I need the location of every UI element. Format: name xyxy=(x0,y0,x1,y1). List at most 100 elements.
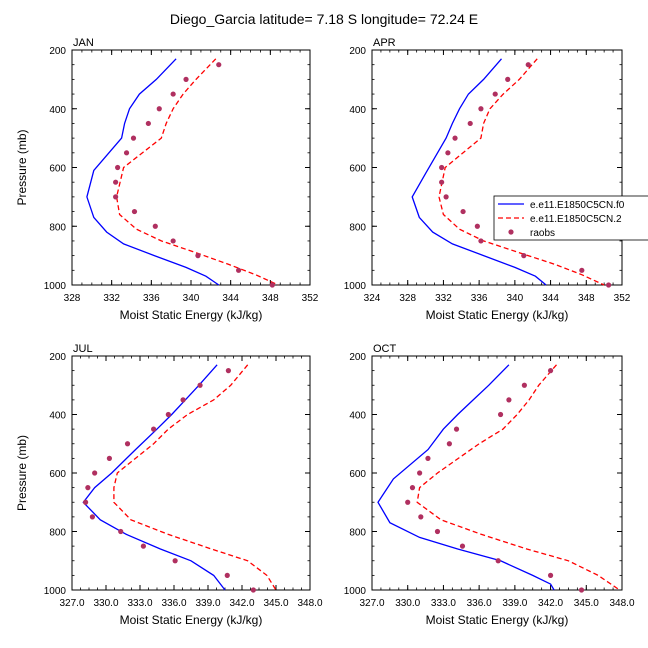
data-point xyxy=(460,208,466,215)
data-point xyxy=(131,208,138,215)
legend: e.e11.E1850C5CN.f0 e.e11.E1850C5CN.2 raobs xyxy=(493,195,648,241)
data-point xyxy=(145,120,151,127)
legend-label: raobs xyxy=(530,228,555,239)
data-point xyxy=(439,179,445,185)
x-tick-label: 348 xyxy=(578,293,595,304)
x-axis: 328 332 336 340 344 348 352 Moist Static Energy… xyxy=(64,50,319,322)
data-point xyxy=(521,253,527,259)
data-point xyxy=(505,76,511,82)
y-tick-label: 400 xyxy=(349,105,366,116)
panel-title: APR xyxy=(373,37,396,49)
series-e-e11-e1850c5cn-2 xyxy=(416,364,620,591)
series-e-e11-e1850c5cn-f0 xyxy=(86,58,220,286)
data-point xyxy=(495,558,501,564)
y-tick-label: 800 xyxy=(49,222,66,233)
y-axis-label: Pressure (mb) xyxy=(15,129,29,205)
series-raobs xyxy=(83,368,256,593)
data-point xyxy=(83,499,89,505)
panel-jan: JAN 328 332 336 340 344 348 352 Moist Static Ene… xyxy=(15,37,319,322)
data-point xyxy=(478,106,484,112)
panel-apr: APR 324 328 332 336 340 344 348 352 Moist Static … xyxy=(344,37,631,322)
x-tick-label: 336 xyxy=(471,293,488,304)
legend-marker xyxy=(508,229,514,235)
x-tick-label: 348.0 xyxy=(609,598,634,609)
x-tick-label: 330.0 xyxy=(395,598,420,609)
series-raobs xyxy=(405,368,585,593)
data-point xyxy=(113,194,119,200)
series-line xyxy=(438,58,605,286)
panel-oct: OCT 327.0 330.0 333.0 336.0 339.0 342.0 345.0 34… xyxy=(344,343,635,627)
x-tick-label: 339.0 xyxy=(502,598,527,609)
data-point xyxy=(236,267,242,273)
data-point xyxy=(521,382,527,388)
data-point xyxy=(492,91,498,97)
data-point xyxy=(439,164,445,171)
data-point xyxy=(124,441,131,447)
series-line xyxy=(416,364,620,591)
x-tick-label: 336.0 xyxy=(161,598,186,609)
y-tick-label: 1000 xyxy=(44,586,67,597)
series-raobs xyxy=(439,62,612,288)
legend-label: e.e11.E1850C5CN.f0 xyxy=(530,200,625,211)
x-axis: 327.0 330.0 333.0 336.0 339.0 342.0 345.0 348.0… xyxy=(359,356,635,627)
panels: JAN 328 332 336 340 344 348 352 Moist Static Ene… xyxy=(15,37,635,627)
data-point xyxy=(467,120,473,127)
data-point xyxy=(197,382,203,388)
data-point xyxy=(269,282,275,288)
data-point xyxy=(151,426,157,432)
panel-jul: JUL 327.0 330.0 333.0 336.0 339.0 342.0 345.0 34… xyxy=(15,343,323,627)
x-tick-label: 332 xyxy=(435,293,452,304)
data-point xyxy=(445,150,451,156)
y-tick-label: 800 xyxy=(49,528,66,539)
y-axis-label: Pressure (mb) xyxy=(15,435,29,511)
series-e-e11-e1850c5cn-f0 xyxy=(82,364,226,591)
data-point xyxy=(425,455,431,461)
data-point xyxy=(123,150,130,156)
data-point xyxy=(216,62,222,68)
data-point xyxy=(92,470,98,476)
data-point xyxy=(405,499,411,505)
data-point xyxy=(156,106,162,112)
legend-entry: e.e11.E1850C5CN.2 xyxy=(498,214,622,225)
series-e-e11-e1850c5cn-f0 xyxy=(411,58,547,286)
x-tick-label: 344 xyxy=(542,293,559,304)
data-point xyxy=(225,368,231,374)
series-line xyxy=(86,58,220,286)
y-tick-label: 1000 xyxy=(344,281,367,292)
x-tick-label: 333.0 xyxy=(431,598,456,609)
data-point xyxy=(446,441,452,447)
x-tick-label: 344 xyxy=(222,293,239,304)
series-e-e11-e1850c5cn-f0 xyxy=(377,364,555,591)
data-point xyxy=(443,194,449,200)
x-axis-label: Moist Static Energy (kJ/kg) xyxy=(426,308,569,322)
y-tick-label: 1000 xyxy=(44,281,67,292)
series-e-e11-e1850c5cn-2 xyxy=(438,58,605,286)
figure-title: Diego_Garcia latitude= 7.18 S longitude=… xyxy=(170,11,478,27)
data-point xyxy=(115,164,121,171)
plot-frame xyxy=(371,355,623,591)
legend-entry: e.e11.E1850C5CN.f0 xyxy=(498,200,625,211)
y-tick-label: 200 xyxy=(49,46,66,57)
data-point xyxy=(606,282,612,288)
panel-title: JUL xyxy=(73,343,93,355)
data-point xyxy=(89,514,95,520)
data-point xyxy=(130,135,137,141)
x-tick-label: 327.0 xyxy=(59,598,84,609)
y-tick-label: 400 xyxy=(49,411,66,422)
x-axis-label: Moist Static Energy (kJ/kg) xyxy=(120,613,263,627)
panel-title: OCT xyxy=(373,343,397,355)
data-point xyxy=(453,426,460,432)
data-point xyxy=(459,543,466,549)
x-tick-label: 352 xyxy=(302,293,319,304)
plot-frame xyxy=(71,355,311,591)
x-tick-label: 340 xyxy=(507,293,524,304)
x-tick-label: 348 xyxy=(262,293,279,304)
data-point xyxy=(547,572,554,578)
data-point xyxy=(409,485,416,491)
data-point xyxy=(578,587,585,593)
x-tick-label: 328 xyxy=(64,293,81,304)
y-tick-label: 400 xyxy=(49,105,66,116)
x-tick-label: 336.0 xyxy=(467,598,492,609)
legend-entry: raobs xyxy=(508,228,555,239)
